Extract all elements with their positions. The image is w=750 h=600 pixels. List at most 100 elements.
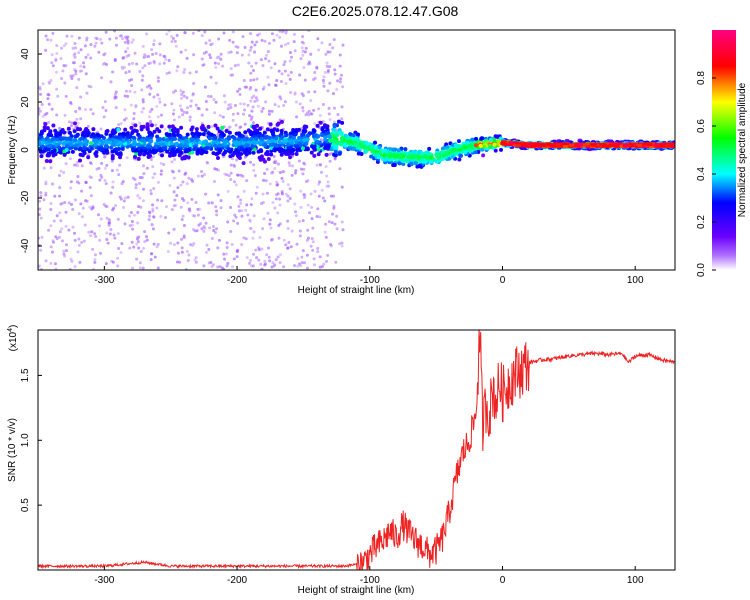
heatmap-cell: [116, 217, 120, 221]
heatmap-cell: [122, 56, 126, 60]
heatmap-cell: [70, 149, 75, 154]
heatmap-cell: [456, 139, 461, 144]
heatmap-cell: [255, 256, 259, 260]
heatmap-cell: [266, 156, 271, 161]
heatmap-cell: [260, 247, 264, 251]
heatmap-cell: [280, 30, 284, 34]
heatmap-cell: [89, 108, 93, 112]
heatmap-cell: [158, 100, 162, 104]
heatmap-cell: [301, 35, 305, 39]
heatmap-cell: [226, 189, 230, 193]
heatmap-cell: [73, 121, 78, 126]
heatmap-cell: [183, 142, 188, 147]
heatmap-cell: [104, 262, 108, 266]
heatmap-cell: [264, 100, 268, 104]
heatmap-cell: [143, 230, 147, 234]
heatmap-cell: [214, 66, 218, 70]
heatmap-cell: [70, 203, 74, 207]
heatmap-cell: [329, 194, 333, 198]
heatmap-cell: [229, 171, 233, 175]
heatmap-cell: [664, 144, 671, 148]
heatmap-cell: [226, 261, 230, 265]
heatmap-cell: [434, 152, 439, 157]
heatmap-cell: [142, 164, 146, 168]
heatmap-cell: [309, 52, 313, 56]
heatmap-cell: [62, 44, 66, 48]
heatmap-cell: [141, 107, 145, 111]
heatmap-cell: [292, 136, 297, 141]
heatmap-cell: [55, 131, 60, 136]
heatmap-cell: [326, 130, 331, 135]
heatmap-cell: [302, 167, 306, 171]
heatmap-cell: [131, 266, 135, 270]
heatmap-cell: [136, 194, 140, 198]
heatmap-cell: [481, 144, 486, 149]
snr-y-tick-label: 1.0: [20, 433, 31, 447]
heatmap-cell: [243, 108, 247, 112]
heatmap-cell: [180, 92, 184, 96]
heatmap-cell: [98, 251, 102, 255]
heatmap-cell: [413, 161, 418, 166]
heatmap-cell: [293, 49, 297, 53]
heatmap-cell: [283, 138, 288, 143]
heatmap-cell: [145, 85, 149, 89]
heatmap-cell: [84, 72, 88, 76]
heatmap-cell: [215, 167, 219, 171]
heatmap-cell: [203, 128, 208, 133]
colorbar-tick-label: 0.4: [696, 167, 707, 181]
heatmap-cell: [157, 97, 161, 101]
heatmap-cell: [247, 147, 252, 152]
heatmap-cell: [170, 208, 174, 212]
heatmap-cell: [397, 161, 402, 166]
heatmap-cell: [269, 238, 273, 242]
heatmap-cell: [251, 105, 255, 109]
heatmap-cell: [574, 144, 581, 148]
heatmap-cell: [450, 151, 455, 156]
heatmap-cell: [129, 125, 134, 130]
heatmap-cell: [125, 134, 130, 139]
heatmap-cell: [254, 248, 258, 252]
heatmap-cell: [337, 151, 342, 156]
heatmap-cell: [336, 112, 340, 116]
heatmap-cell: [157, 137, 162, 142]
heatmap-cell: [147, 54, 151, 58]
heatmap-cell: [181, 214, 185, 218]
heatmap-cell: [328, 152, 332, 156]
heatmap-cell: [270, 171, 274, 175]
heatmap-cell: [107, 221, 111, 225]
heatmap-cell: [79, 117, 83, 121]
heatmap-cell: [91, 247, 95, 251]
heatmap-cell: [297, 159, 301, 163]
heatmap-cell: [473, 143, 478, 148]
heatmap-cell: [165, 71, 169, 75]
heatmap-cell: [167, 71, 171, 75]
heatmap-cell: [339, 73, 343, 77]
heatmap-cell: [181, 113, 185, 117]
snr-scale-label: (x104): [7, 325, 19, 352]
heatmap-cell: [270, 32, 274, 36]
heatmap-cell: [446, 148, 451, 153]
heatmap-cell: [258, 126, 263, 131]
heatmap-cell: [233, 103, 237, 107]
heatmap-cell: [163, 103, 167, 107]
heatmap-cell: [269, 152, 274, 157]
heatmap-cell: [296, 257, 300, 261]
heatmap-cell: [325, 259, 329, 263]
heatmap-cell: [212, 228, 216, 232]
heatmap-cell: [182, 70, 186, 74]
heatmap-cell: [164, 58, 168, 62]
heatmap-cell: [267, 255, 271, 259]
heatmap-cell: [180, 237, 184, 241]
heatmap-cell: [64, 210, 68, 214]
heatmap-cell: [59, 169, 63, 173]
heatmap-cell: [214, 227, 218, 231]
heatmap-cell: [104, 182, 108, 186]
heatmap-cell: [44, 180, 48, 184]
heatmap-cell: [599, 142, 606, 146]
heatmap-cell: [111, 70, 115, 74]
heatmap-cell: [207, 261, 211, 265]
heatmap-cell: [185, 132, 190, 137]
heatmap-cell: [261, 192, 265, 196]
heatmap-cell: [141, 100, 145, 104]
